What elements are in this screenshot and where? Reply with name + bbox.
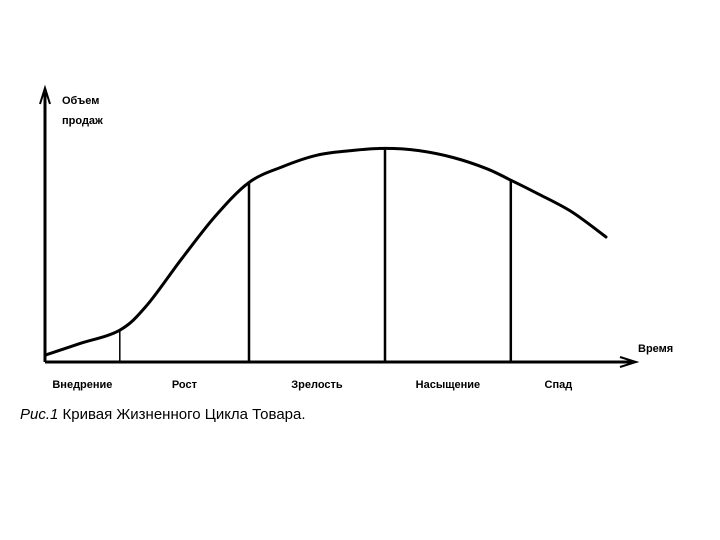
stage-label: Рост (172, 379, 198, 391)
caption-prefix: Рис.1 (20, 406, 59, 423)
stage-boundaries (119, 148, 513, 362)
stage-labels: Внедрение Рост Зрелость Насыщение Спад (52, 379, 572, 391)
y-axis-label-line-2: продаж (62, 115, 103, 127)
sales-curve (43, 146, 608, 357)
figure-caption: Рис.1 Кривая Жизненного Цикла Товара. (20, 406, 306, 423)
y-axis-label-line-1: Объем (62, 95, 99, 107)
caption-text: Кривая Жизненного Цикла Товара. (62, 406, 306, 423)
x-axis-label: Время (638, 343, 673, 355)
x-axis-arrow (619, 356, 640, 368)
stage-label: Зрелость (291, 379, 343, 391)
stage-label: Насыщение (416, 379, 481, 391)
stage-label: Спад (545, 379, 573, 391)
y-axis-arrow (39, 84, 51, 105)
stage-label: Внедрение (52, 379, 112, 391)
